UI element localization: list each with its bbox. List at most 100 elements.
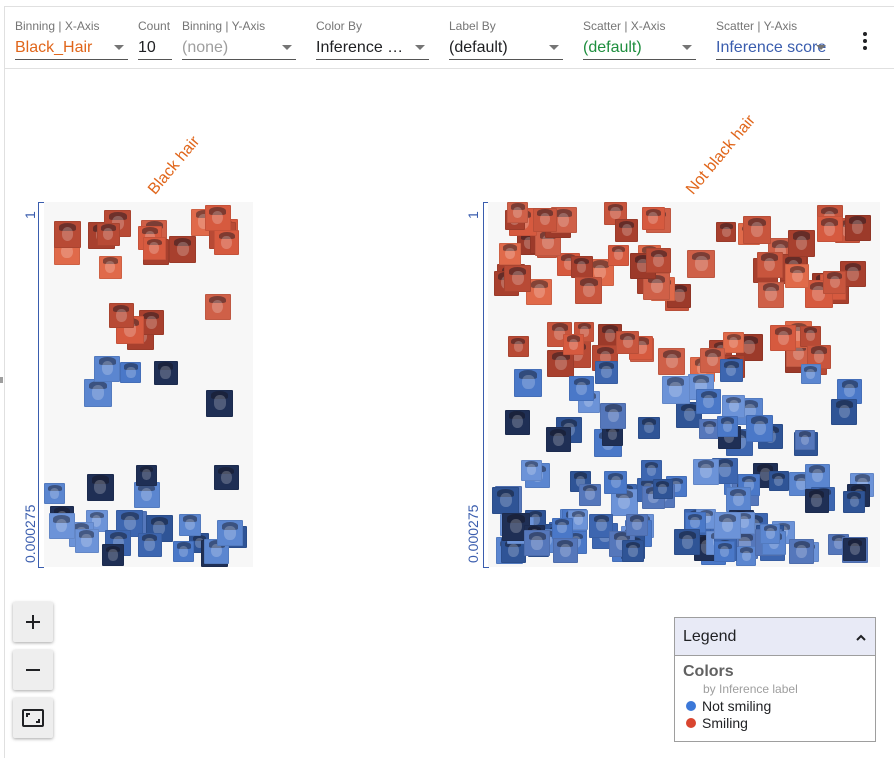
face-thumbnail[interactable]: [204, 205, 231, 232]
face-thumbnail[interactable]: [641, 207, 665, 231]
fit-to-screen-button[interactable]: [13, 698, 53, 738]
face-thumbnail[interactable]: [204, 294, 231, 320]
face-thumbnail[interactable]: [723, 332, 745, 354]
face-thumbnail[interactable]: [102, 544, 125, 567]
face-thumbnail[interactable]: [98, 255, 122, 279]
face-thumbnail[interactable]: [674, 529, 701, 556]
face-thumbnail[interactable]: [179, 514, 202, 536]
chevron-up-icon[interactable]: [855, 633, 867, 641]
face-thumbnail[interactable]: [804, 488, 829, 513]
label-by-select[interactable]: Label By (default): [449, 18, 563, 60]
zoom-in-button[interactable]: [13, 602, 53, 642]
binning-y-axis-select[interactable]: Binning | Y-Axis (none): [182, 18, 296, 60]
face-thumbnail[interactable]: [640, 460, 662, 482]
face-thumbnail[interactable]: [607, 244, 629, 266]
face-thumbnail[interactable]: [800, 364, 821, 385]
face-thumbnail[interactable]: [514, 368, 543, 397]
face-thumbnail[interactable]: [788, 229, 816, 257]
face-thumbnail[interactable]: [696, 389, 722, 415]
face-thumbnail[interactable]: [570, 256, 593, 279]
face-thumbnail[interactable]: [569, 376, 595, 402]
face-thumbnail[interactable]: [823, 270, 847, 294]
face-thumbnail[interactable]: [768, 471, 789, 492]
face-thumbnail[interactable]: [499, 243, 522, 266]
scatter-y-axis-select[interactable]: Scatter | Y-Axis Inference score: [716, 18, 830, 60]
face-thumbnail[interactable]: [137, 532, 162, 557]
label-by-field[interactable]: (default): [449, 38, 563, 60]
scatter-x-axis-field[interactable]: (default): [583, 38, 696, 60]
face-thumbnail[interactable]: [831, 398, 858, 425]
face-thumbnail[interactable]: [521, 459, 543, 481]
face-thumbnail[interactable]: [742, 216, 771, 245]
face-thumbnail[interactable]: [758, 281, 785, 308]
face-thumbnail[interactable]: [760, 524, 781, 544]
face-thumbnail[interactable]: [96, 222, 120, 246]
face-thumbnail[interactable]: [794, 430, 815, 451]
face-thumbnail[interactable]: [600, 402, 627, 429]
count-input[interactable]: Count 10: [138, 18, 172, 60]
legend-header[interactable]: Legend: [675, 618, 875, 656]
scatter-x-axis-select[interactable]: Scatter | X-Axis (default): [583, 18, 696, 60]
face-thumbnail[interactable]: [504, 409, 530, 435]
face-thumbnail[interactable]: [213, 465, 239, 491]
count-field[interactable]: 10: [138, 38, 172, 60]
face-thumbnail[interactable]: [799, 325, 821, 347]
face-thumbnail[interactable]: [843, 491, 866, 514]
face-thumbnail[interactable]: [719, 359, 743, 383]
face-thumbnail[interactable]: [844, 214, 871, 241]
binning-x-axis-select[interactable]: Binning | X-Axis Black_Hair: [15, 18, 128, 60]
resize-handle[interactable]: [0, 377, 3, 383]
face-thumbnail[interactable]: [578, 483, 601, 506]
color-by-select[interactable]: Color By Inference …: [316, 18, 429, 60]
face-thumbnail[interactable]: [789, 539, 815, 565]
face-thumbnail[interactable]: [217, 520, 244, 547]
face-thumbnail[interactable]: [552, 538, 578, 564]
face-thumbnail[interactable]: [575, 276, 603, 304]
more-vert-icon[interactable]: [854, 29, 876, 57]
face-thumbnail[interactable]: [504, 265, 532, 293]
face-thumbnail[interactable]: [563, 334, 585, 356]
face-thumbnail[interactable]: [74, 528, 99, 553]
face-thumbnail[interactable]: [142, 237, 166, 261]
face-thumbnail[interactable]: [589, 513, 614, 538]
face-thumbnail[interactable]: [492, 487, 520, 515]
face-thumbnail[interactable]: [83, 379, 112, 408]
face-thumbnail[interactable]: [53, 221, 81, 249]
face-thumbnail[interactable]: [626, 513, 649, 536]
face-thumbnail[interactable]: [507, 202, 529, 224]
face-thumbnail[interactable]: [94, 355, 121, 382]
face-thumbnail[interactable]: [736, 546, 757, 567]
face-thumbnail[interactable]: [507, 336, 529, 358]
face-thumbnail[interactable]: [843, 537, 867, 561]
face-thumbnail[interactable]: [616, 331, 640, 355]
face-thumbnail[interactable]: [804, 463, 830, 489]
face-thumbnail[interactable]: [746, 414, 774, 442]
face-thumbnail[interactable]: [652, 479, 673, 500]
face-thumbnail[interactable]: [816, 216, 843, 243]
face-thumbnail[interactable]: [153, 361, 178, 386]
face-thumbnail[interactable]: [722, 395, 746, 419]
face-thumbnail[interactable]: [725, 487, 751, 513]
face-thumbnail[interactable]: [637, 417, 660, 440]
face-thumbnail[interactable]: [770, 325, 797, 352]
face-thumbnail[interactable]: [594, 361, 618, 385]
scatter-y-axis-field[interactable]: Inference score: [716, 38, 830, 60]
face-thumbnail[interactable]: [48, 513, 75, 540]
face-thumbnail[interactable]: [714, 541, 736, 563]
face-thumbnail[interactable]: [604, 471, 628, 495]
face-thumbnail[interactable]: [173, 541, 195, 563]
face-thumbnail[interactable]: [658, 348, 686, 376]
face-thumbnail[interactable]: [86, 473, 114, 501]
face-thumbnail[interactable]: [169, 236, 197, 264]
face-thumbnail[interactable]: [120, 362, 142, 384]
face-thumbnail[interactable]: [716, 416, 738, 438]
zoom-out-button[interactable]: [13, 650, 53, 690]
face-thumbnail[interactable]: [716, 222, 737, 243]
face-thumbnail[interactable]: [714, 512, 741, 540]
face-thumbnail[interactable]: [699, 419, 720, 440]
face-thumbnail[interactable]: [756, 251, 783, 278]
binning-x-axis-field[interactable]: Black_Hair: [15, 38, 128, 60]
face-thumbnail[interactable]: [602, 424, 624, 446]
face-thumbnail[interactable]: [551, 517, 573, 539]
face-thumbnail[interactable]: [684, 512, 706, 534]
